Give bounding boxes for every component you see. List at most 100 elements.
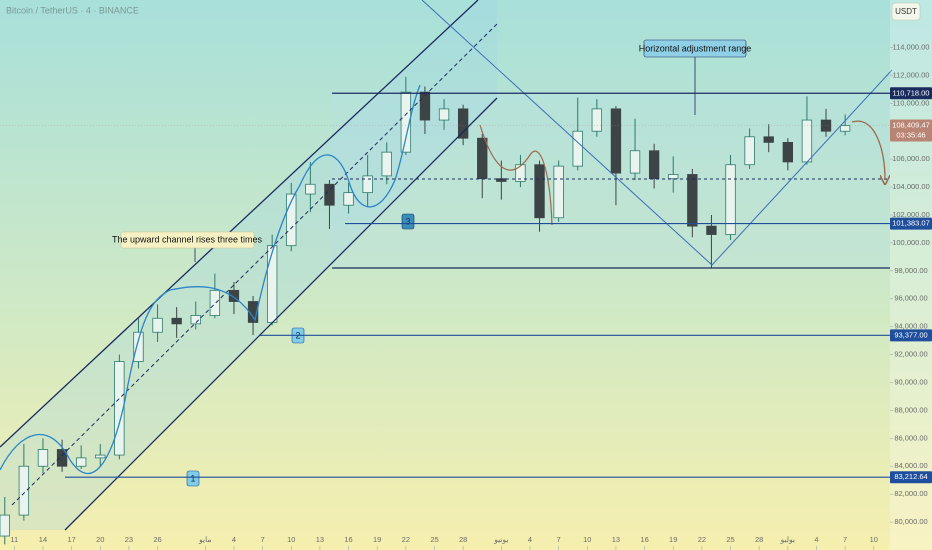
price-label: 110,718.00 (893, 88, 930, 97)
candle-body (228, 289, 240, 302)
candle-body (457, 108, 469, 139)
y-tick-label: 112,000.00 (893, 70, 930, 79)
price-label-box (890, 87, 932, 100)
x-tick-label: 16 (640, 535, 648, 544)
price-label: 108,409.47 (892, 120, 930, 129)
candle-body (801, 119, 813, 163)
price-label-box (890, 329, 932, 342)
candle-body (324, 183, 335, 206)
y-tick-label: 88,000.00 (894, 405, 927, 414)
currency-label: USDT (895, 7, 917, 16)
x-tick-label: 10 (287, 535, 295, 544)
channel-mid (11, 23, 498, 506)
candle-body (438, 108, 450, 121)
x-tick-label: 26 (153, 535, 161, 544)
marker-box (401, 213, 415, 230)
x-tick-label: 11 (10, 535, 18, 544)
diagonal-path (421, 0, 893, 266)
x-tick-label: 14 (39, 535, 47, 544)
marker-box (186, 470, 200, 487)
candle-body (381, 151, 392, 177)
x-tick-label: 25 (726, 535, 734, 544)
channel-label: The upward channel rises three times (112, 234, 263, 244)
candle-body (687, 174, 698, 227)
candle-body (18, 465, 30, 516)
channel-lower (64, 97, 498, 531)
y-tick-label: 86,000.00 (894, 433, 927, 442)
currency-box[interactable] (891, 2, 921, 21)
candle-body (75, 457, 87, 467)
price-label-box (890, 217, 932, 230)
candle-body (266, 245, 278, 323)
price-label-box (890, 119, 932, 142)
candle-body (171, 317, 182, 325)
candle-body (572, 130, 583, 167)
x-tick-label: يونيو (493, 535, 508, 544)
channel-upper (0, 0, 479, 448)
candle-body (629, 150, 641, 174)
countdown-label: 03:35:46 (896, 130, 925, 139)
x-tick-label: 28 (459, 535, 467, 544)
candle-body (95, 454, 106, 459)
y-tick-label: 98,000.00 (894, 266, 927, 275)
y-tick-label: 104,000.00 (892, 182, 930, 191)
y-tick-label: 90,000.00 (894, 377, 927, 386)
projection-arrow (851, 120, 885, 180)
y-tick-label: 106,000.00 (892, 154, 930, 163)
x-tick-label: 10 (583, 535, 591, 544)
price-label-box (890, 471, 932, 484)
candle-body (668, 174, 679, 180)
candle-body (820, 119, 832, 132)
candle-body (419, 91, 431, 121)
candles (0, 76, 851, 545)
y-tick-label: 110,000.00 (893, 98, 930, 107)
candle-body (648, 150, 660, 180)
y-tick-label: 114,000.00 (893, 42, 930, 51)
x-tick-label: 28 (755, 535, 763, 544)
candle-body (706, 225, 717, 235)
symbol-title: Bitcoin / TetherUS · 4 · BINANCE (6, 5, 139, 15)
y-tick-label: 80,000.00 (894, 517, 927, 526)
marker-label: 3 (405, 216, 410, 226)
wave-curve (0, 84, 421, 474)
x-tick-label: 7 (261, 535, 265, 544)
x-tick-label: 4 (232, 535, 236, 544)
x-tick-label: 10 (870, 535, 878, 544)
x-tick-label: 16 (344, 535, 352, 544)
callout-box (120, 231, 255, 249)
y-tick-label: 102,000.00 (892, 210, 930, 219)
candle-body (343, 192, 354, 206)
candle-body (56, 449, 68, 467)
range-label: Horizontal adjustment range (639, 43, 752, 53)
candle-body (247, 301, 259, 323)
x-tick-label: 7 (557, 535, 561, 544)
x-tick-label: 17 (67, 535, 75, 544)
x-tick-label: 4 (814, 535, 818, 544)
y-tick-label: 92,000.00 (894, 350, 927, 359)
candle-body (515, 164, 526, 182)
candle-body (610, 108, 622, 174)
y-tick-label: 94,000.00 (894, 322, 927, 331)
candle-body (152, 317, 163, 333)
candle-body (190, 315, 201, 325)
candle-body (534, 164, 545, 219)
candle-body (286, 193, 297, 247)
candle-body (725, 164, 736, 235)
candle-body (0, 514, 10, 537)
x-tick-label: 20 (96, 535, 104, 544)
candle-body (305, 183, 316, 195)
candle-body (37, 449, 49, 467)
x-tick-label: يوليو (780, 535, 795, 544)
price-label: 101,383.07 (892, 219, 930, 228)
x-tick-label: 25 (430, 535, 438, 544)
candle-body (133, 331, 144, 362)
callout-box (643, 39, 747, 58)
y-tick-label: 82,000.00 (894, 489, 927, 498)
marker-label: 1 (190, 473, 195, 483)
price-label: 93,377.00 (894, 330, 927, 339)
y-tick-label: 100,000.00 (892, 238, 930, 247)
range-curve (479, 124, 553, 226)
drawings: Horizontal adjustment range The upward c… (0, 0, 893, 531)
